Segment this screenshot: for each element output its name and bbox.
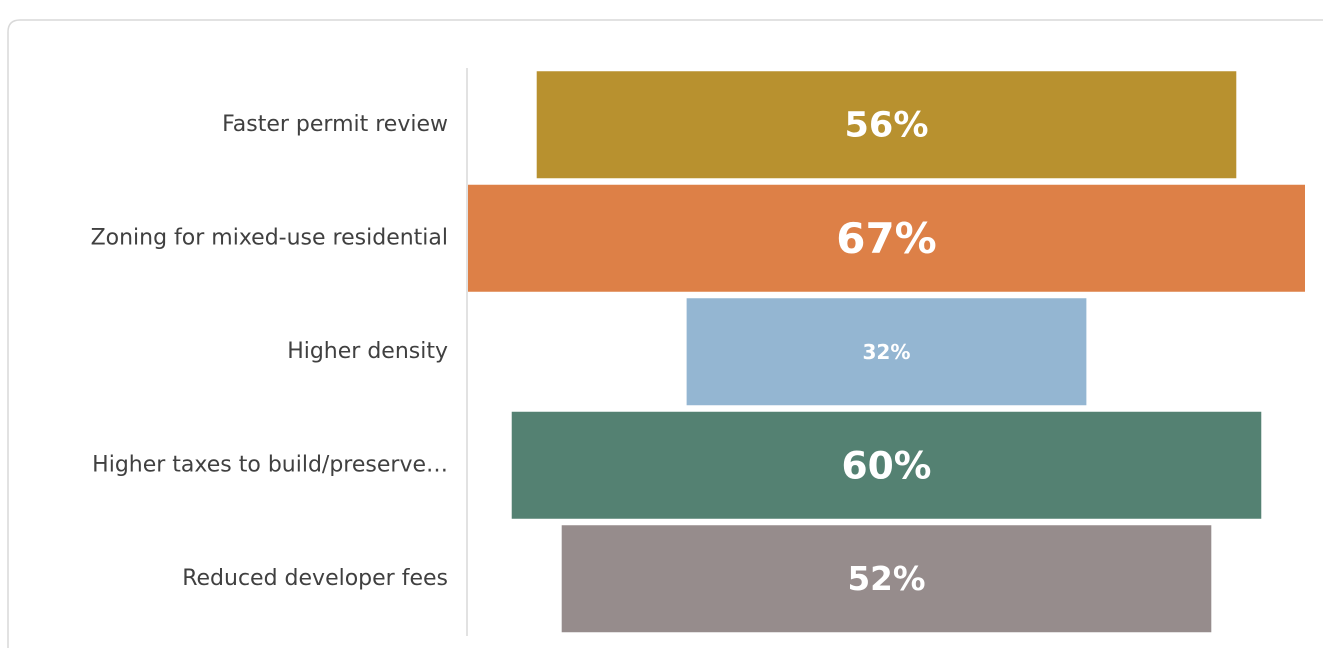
bar (686, 298, 1087, 406)
category-label: Higher taxes to build/preserve… (92, 452, 448, 477)
category-label: Higher density (287, 339, 448, 364)
category-label: Reduced developer fees (182, 566, 448, 591)
value-label: 67% (836, 214, 937, 263)
bar (536, 71, 1237, 179)
category-label: Zoning for mixed-use residential (91, 225, 448, 250)
bar (511, 411, 1262, 519)
value-label: 52% (848, 560, 926, 598)
bar (468, 184, 1305, 292)
value-label: 60% (842, 443, 932, 487)
category-label: Faster permit review (222, 112, 448, 137)
chart-frame (7, 19, 1323, 648)
value-label: 32% (862, 340, 910, 364)
value-label: 56% (845, 104, 929, 145)
bar (561, 525, 1212, 633)
